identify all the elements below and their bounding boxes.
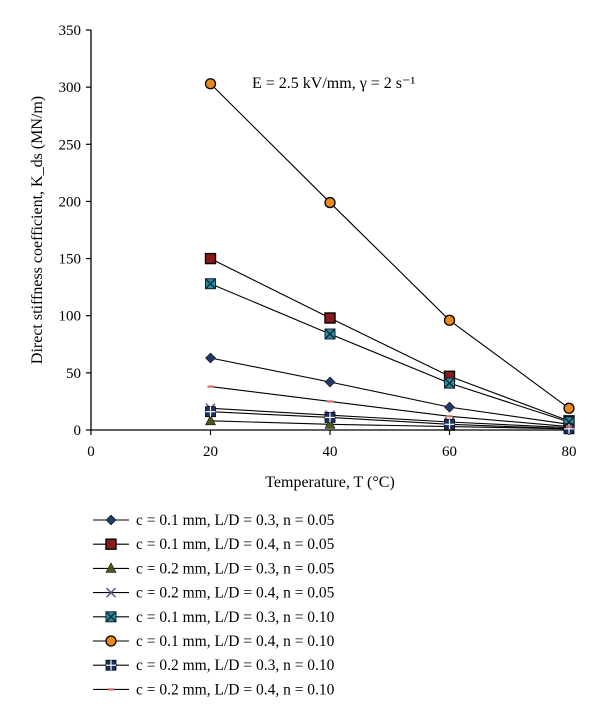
data-point — [324, 328, 336, 340]
legend-marker — [105, 562, 117, 573]
legend-label: c = 0.1 mm, L/D = 0.4, n = 0.05 — [136, 536, 335, 553]
x-tick-label: 40 — [323, 444, 338, 460]
series-line — [210, 283, 570, 423]
data-point — [444, 418, 455, 430]
y-tick-label: 150 — [59, 252, 82, 268]
series-2 — [204, 252, 575, 427]
data-point — [204, 252, 217, 265]
data-point — [324, 412, 336, 423]
y-tick-label: 100 — [59, 309, 82, 325]
x-tick-label: 0 — [87, 444, 95, 460]
data-point — [324, 418, 336, 429]
x-tick-label: 60 — [442, 444, 457, 460]
series-1 — [205, 352, 575, 430]
series-line — [210, 357, 570, 425]
x-tick-label: 80 — [562, 444, 577, 460]
data-point — [205, 352, 216, 364]
data-point — [204, 78, 217, 90]
plot-series — [204, 78, 575, 435]
y-tick-label: 50 — [66, 366, 81, 382]
legend-label: c = 0.2 mm, L/D = 0.3, n = 0.10 — [136, 657, 335, 674]
legend-label: c = 0.2 mm, L/D = 0.3, n = 0.05 — [136, 560, 335, 577]
y-tick-label: 300 — [59, 80, 82, 96]
series-line — [210, 83, 570, 409]
legend-label: c = 0.2 mm, L/D = 0.4, n = 0.10 — [136, 681, 335, 698]
data-point — [324, 196, 336, 209]
data-point — [205, 406, 216, 418]
data-point — [324, 312, 336, 324]
legend-item-1: c = 0.1 mm, L/D = 0.3, n = 0.05 — [93, 512, 335, 529]
series-6 — [204, 78, 575, 414]
y-tick-label: 250 — [59, 137, 82, 153]
series-line — [210, 420, 570, 430]
data-point — [205, 414, 216, 426]
legend-label: c = 0.1 mm, L/D = 0.4, n = 0.10 — [136, 633, 335, 650]
series-5 — [205, 278, 575, 428]
legend-item-7: c = 0.2 mm, L/D = 0.3, n = 0.10 — [93, 657, 335, 674]
data-point — [563, 423, 575, 435]
data-point — [444, 401, 455, 413]
legend-item-8: c = 0.2 mm, L/D = 0.4, n = 0.10 — [93, 681, 335, 698]
data-point — [563, 402, 575, 414]
legend-item-2: c = 0.1 mm, L/D = 0.4, n = 0.05 — [93, 536, 335, 553]
y-tick-label: 200 — [59, 194, 82, 210]
legend-label: c = 0.2 mm, L/D = 0.4, n = 0.05 — [136, 585, 335, 602]
series-8 — [207, 385, 572, 428]
data-point — [324, 376, 336, 388]
legend-label: c = 0.1 mm, L/D = 0.3, n = 0.05 — [136, 512, 335, 529]
series-7 — [205, 406, 575, 435]
series-line — [210, 258, 570, 422]
data-point — [444, 377, 455, 389]
legend-marker — [105, 587, 117, 598]
legend-marker — [105, 659, 117, 671]
legend-marker — [105, 611, 117, 623]
series-line — [210, 411, 570, 430]
x-tick-label: 20 — [203, 444, 218, 460]
legend-marker — [105, 635, 117, 647]
legend-label: c = 0.1 mm, L/D = 0.3, n = 0.10 — [136, 609, 335, 626]
series-line — [210, 407, 570, 429]
legend-item-4: c = 0.2 mm, L/D = 0.4, n = 0.05 — [93, 585, 335, 602]
legend-item-3: c = 0.2 mm, L/D = 0.3, n = 0.05 — [93, 560, 335, 577]
y-tick-label: 0 — [74, 423, 82, 439]
x-axis-title: Temperature, T (°C) — [265, 474, 395, 491]
y-axis-title: Direct stiffness coefficient, K_ds (MN/m… — [29, 96, 46, 364]
y-tick-label: 350 — [59, 23, 82, 39]
data-point — [443, 314, 456, 326]
series-line — [210, 386, 570, 428]
chart-annotation: E = 2.5 kV/mm, γ = 2 s⁻¹ — [252, 75, 415, 92]
legend-marker — [105, 538, 117, 550]
axes: 0 50 100 150 200 250 300 350 0 20 40 60 80 — [59, 23, 577, 460]
legend-item-6: c = 0.1 mm, L/D = 0.4, n = 0.10 — [93, 633, 335, 650]
legend-item-5: c = 0.1 mm, L/D = 0.3, n = 0.10 — [93, 609, 335, 626]
legend: c = 0.1 mm, L/D = 0.3, n = 0.05 c = 0.1 m… — [93, 512, 335, 698]
legend-marker — [105, 514, 117, 526]
data-point — [205, 278, 216, 290]
